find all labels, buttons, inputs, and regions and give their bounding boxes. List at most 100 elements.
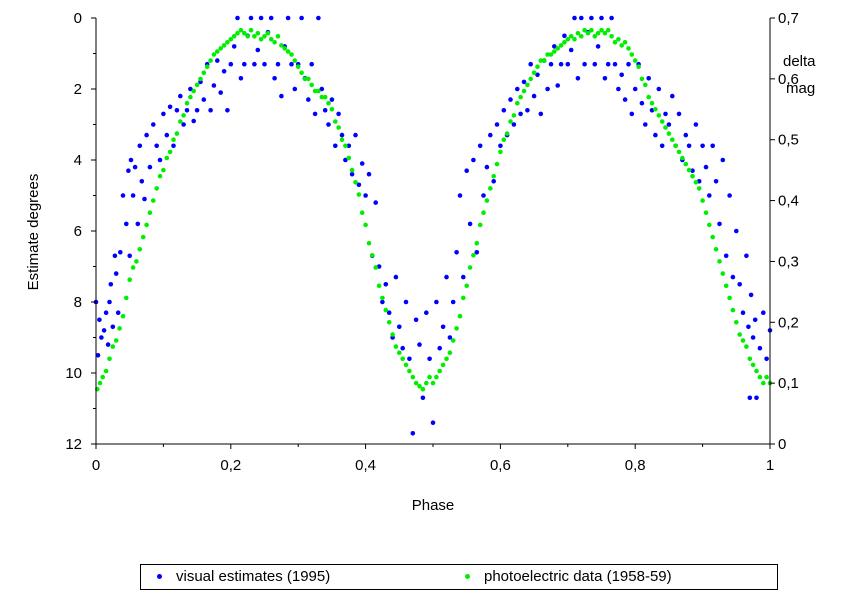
visual-estimate-point: [427, 356, 432, 362]
y-tick-label: 10: [65, 365, 82, 382]
visual-estimate-point: [366, 171, 372, 177]
photoelectric-point: [501, 137, 507, 142]
visual-estimate-point: [386, 310, 392, 316]
photoelectric-point: [582, 27, 587, 33]
photoelectric-point: [457, 313, 463, 319]
photoelectric-point: [764, 374, 769, 380]
visual-estimate-point: [285, 15, 291, 21]
photoelectric-point: [390, 332, 395, 337]
photoelectric-point: [673, 143, 678, 149]
visual-estimate-point: [555, 83, 560, 88]
photoelectric-point: [130, 265, 136, 270]
x-axis-title: Phase: [412, 497, 455, 514]
visual-estimate-point: [393, 274, 399, 280]
photoelectric-point: [690, 173, 695, 179]
y-tick-label: 0: [74, 10, 82, 27]
photoelectric-point: [656, 113, 662, 118]
photoelectric-point: [242, 30, 247, 36]
photoelectric-point: [343, 143, 348, 149]
photoelectric-point: [140, 234, 146, 240]
visual-estimate-point: [663, 111, 668, 117]
visual-estimate-point: [575, 76, 581, 81]
visual-estimate-point: [515, 86, 520, 92]
photoelectric-point: [336, 125, 341, 130]
photoelectric-point: [568, 34, 574, 39]
photoelectric-point: [612, 40, 618, 45]
photoelectric-point: [366, 240, 372, 246]
visual-estimate-point: [734, 228, 739, 234]
x-tick-label: 0,4: [355, 457, 376, 474]
y-axis-title: Estimate degrees: [25, 174, 42, 291]
photoelectric-point: [484, 198, 490, 203]
visual-estimate-point: [748, 292, 754, 298]
photoelectric-point: [761, 380, 766, 386]
photoelectric-point: [275, 34, 281, 39]
photoelectric-point: [333, 119, 338, 124]
photoelectric-point: [474, 240, 480, 246]
photoelectric-point: [363, 222, 368, 228]
visual-estimate-point: [279, 93, 284, 99]
photoelectric-point: [113, 338, 119, 343]
photoelectric-point: [454, 326, 459, 331]
photoelectric-point: [515, 100, 520, 106]
photoelectric-point: [666, 131, 672, 136]
visual-estimate-point: [99, 335, 104, 340]
photoelectric-point: [427, 374, 432, 380]
photoelectric-point: [575, 30, 581, 36]
visual-estimate-point: [579, 15, 584, 21]
visual-estimate-point: [268, 15, 274, 21]
photoelectric-point: [110, 344, 116, 349]
visual-estimate-point: [339, 132, 345, 138]
visual-estimate-point: [518, 111, 523, 117]
photoelectric-point: [403, 362, 409, 368]
photoelectric-point: [548, 52, 554, 57]
visual-estimate-point: [184, 108, 190, 113]
visual-estimate-point: [703, 164, 709, 170]
visual-estimate-point: [306, 97, 311, 102]
visual-estimate-point: [147, 164, 153, 170]
visual-estimate-point: [329, 97, 335, 102]
visual-estimate-point: [242, 61, 247, 67]
photoelectric-point: [589, 27, 594, 33]
photoelectric-point: [306, 76, 311, 82]
visual-estimate-point: [747, 395, 753, 401]
visual-estimate-point: [238, 76, 244, 81]
photoelectric-point: [100, 374, 105, 380]
photoelectric-point: [562, 40, 567, 45]
legend: visual estimates (1995) photoelectric da…: [140, 564, 778, 590]
photoelectric-point: [359, 210, 365, 215]
visual-estimate-point: [397, 324, 402, 330]
photoelectric-point: [204, 64, 210, 69]
y2-tick-label: 0,5: [778, 132, 799, 149]
visual-estimate-point: [356, 182, 362, 188]
visual-estimate-point: [548, 61, 554, 67]
visual-estimate-point: [686, 143, 692, 149]
photoelectric-point: [447, 350, 453, 356]
photoelectric-point: [268, 37, 274, 42]
photoelectric-point: [585, 30, 591, 36]
photoelectric-point: [504, 131, 510, 136]
visual-estimate-point: [353, 132, 358, 138]
photoelectric-point: [545, 52, 550, 57]
photoelectric-point: [292, 58, 298, 63]
photoelectric-point: [737, 332, 742, 337]
visual-estimate-point: [161, 111, 166, 117]
photoelectric-point: [279, 43, 284, 48]
visual-estimate-point: [622, 97, 628, 102]
visual-estimate-point: [521, 79, 527, 85]
visual-estimate-point: [208, 108, 213, 113]
visual-estimate-point: [670, 93, 675, 99]
visual-estimate-point: [103, 310, 109, 316]
photoelectric-point: [265, 30, 271, 36]
visual-estimate-point: [272, 76, 277, 81]
visual-estimate-point: [157, 157, 163, 163]
visual-estimate-point: [410, 431, 416, 436]
visual-estimate-point: [761, 310, 766, 316]
photoelectric-point: [639, 76, 645, 82]
photoelectric-point: [555, 46, 560, 51]
visual-estimate-point: [101, 328, 107, 333]
photoelectric-point: [319, 94, 325, 100]
photoelectric-point: [262, 34, 267, 39]
visual-estimate-point: [171, 143, 176, 149]
